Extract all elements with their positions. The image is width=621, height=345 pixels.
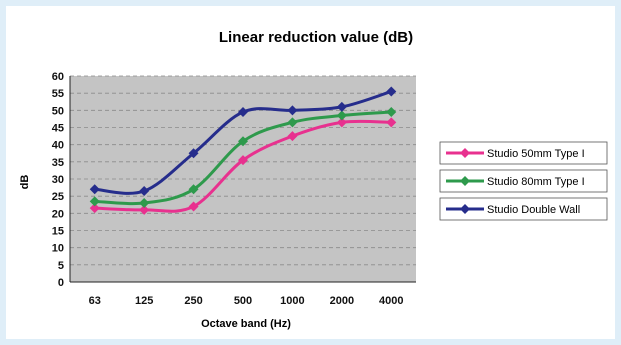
y-tick-label: 20 [52,208,64,220]
legend-label: Studio Double Wall [487,204,580,216]
data-point [188,184,199,195]
x-tick-label: 63 [89,295,101,307]
legend-label: Studio 50mm Type I [487,148,585,160]
gridlines [70,75,416,266]
data-point [139,204,150,215]
data-point [287,105,298,116]
legend-box [439,169,608,193]
y-axis-label: dB [19,175,31,190]
legend-box [439,197,608,221]
y-tick-label: 60 [52,71,64,83]
data-point [336,101,347,112]
x-tick-label: 125 [135,295,153,307]
y-tick-label: 55 [52,88,64,100]
x-tick-label: 250 [184,295,202,307]
legend: Studio 50mm Type I Studio 80mm Type I Stud… [439,141,608,221]
legend-marker [460,148,470,158]
data-point [287,131,298,142]
x-tick-label: 500 [234,295,252,307]
series-layer [89,86,397,215]
y-tick-label: 25 [52,191,64,203]
chart-card: Linear reduction value (dB) 0 5 10 15 20 25 30… [6,6,615,339]
data-point [89,184,100,195]
legend-marker [460,176,470,186]
data-point [386,117,397,128]
data-point [89,196,100,207]
y-tick-label: 30 [52,174,64,186]
chart-title: Linear reduction value (dB) [219,29,413,46]
data-point [238,155,248,166]
axes: 0 5 10 15 20 25 30 35 40 45 50 55 60 63 125 250 500 1000 2… [52,71,416,307]
y-tick-label: 0 [58,277,64,289]
y-tick-label: 35 [52,157,64,169]
data-point [386,107,397,118]
data-point [188,201,199,212]
data-point [139,198,150,209]
x-axis-label: Octave band (Hz) [201,318,291,330]
y-tick-label: 45 [52,123,64,135]
data-point [386,86,397,97]
data-point [287,117,298,128]
y-tick-label: 40 [52,140,64,152]
data-point [238,136,248,147]
x-tick-label: 1000 [280,295,304,307]
y-tick-label: 15 [52,226,64,238]
y-tick-label: 10 [52,243,64,255]
line-chart: Linear reduction value (dB) 0 5 10 15 20 25 30… [19,29,608,330]
data-point [238,107,248,118]
data-point [188,148,199,159]
x-tick-label: 2000 [330,295,354,307]
data-point [336,110,347,121]
data-point [139,186,150,197]
y-tick-label: 50 [52,105,64,117]
data-point [336,117,347,128]
data-point [89,203,100,214]
y-tick-label: 5 [58,260,64,272]
legend-label: Studio 80mm Type I [487,176,585,188]
legend-box [439,141,608,165]
legend-marker [460,204,470,214]
x-tick-label: 4000 [379,295,403,307]
